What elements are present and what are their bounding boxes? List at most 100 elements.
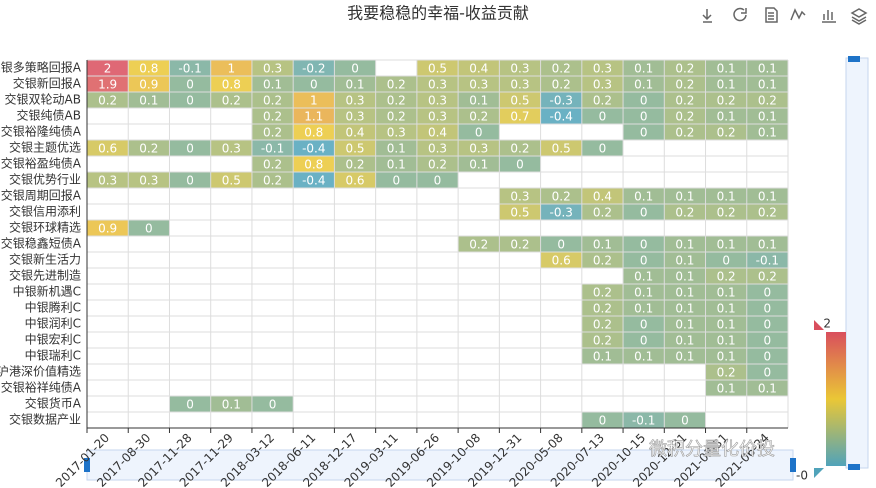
cell-label: 0.3 [593, 62, 612, 76]
y-tick-label: 交银裕盈纯债A [1, 156, 82, 171]
cell-label: 0.1 [717, 334, 736, 348]
cell-label: 0.2 [469, 110, 488, 124]
cell-label: 0.3 [222, 142, 241, 156]
cell-label: 0.5 [552, 142, 571, 156]
visual-map-handle[interactable] [814, 468, 824, 478]
cell-label: 0 [599, 414, 607, 428]
cell-label: 0.6 [552, 254, 571, 268]
heat-cell [705, 284, 747, 300]
heat-cell [251, 124, 294, 140]
cell-label: 0.2 [593, 302, 612, 316]
cell-label: 0.2 [758, 94, 777, 108]
heat-cell [540, 108, 582, 124]
slider-handle[interactable] [848, 464, 860, 470]
cell-label: 0.3 [593, 78, 612, 92]
heat-cell [169, 140, 211, 156]
cell-label: 0.3 [428, 78, 447, 92]
heat-cell [334, 156, 376, 172]
heat-cell [128, 172, 170, 188]
heat-cell [623, 300, 665, 316]
heat-cell [664, 92, 706, 108]
heat-cell [334, 108, 376, 124]
heat-cell [458, 76, 500, 92]
cell-label: 0.2 [263, 174, 282, 188]
visual-map-bar[interactable] [826, 332, 846, 466]
cell-label: 0 [764, 334, 772, 348]
heat-cell [664, 268, 706, 284]
slider-handle[interactable] [790, 458, 796, 472]
heat-cell [705, 204, 747, 220]
cell-label: 0 [764, 318, 772, 332]
heat-cell [499, 188, 541, 204]
y-tick-label: 交银双轮动AB [5, 92, 81, 107]
heat-cell [664, 60, 706, 76]
heat-cell [499, 60, 541, 76]
heat-cell [210, 172, 252, 188]
heat-cell [251, 60, 294, 76]
cell-label: 0.1 [675, 270, 694, 284]
cell-label: 0.9 [139, 78, 158, 92]
heat-cell [251, 140, 294, 156]
cell-label: 0.1 [593, 238, 612, 252]
heat-cell [746, 60, 788, 76]
stack-icon[interactable] [850, 8, 868, 25]
cell-label: 0.1 [675, 238, 694, 252]
heat-cell [458, 60, 500, 76]
y-zoom-slider[interactable] [845, 56, 869, 470]
cell-label: 0.3 [469, 142, 488, 156]
heat-cell [416, 156, 459, 172]
heat-cell [293, 92, 335, 108]
cell-label: -0.1 [178, 62, 201, 76]
slider-track[interactable] [86, 449, 794, 481]
slider-track[interactable] [845, 57, 869, 469]
cell-label: 0.5 [510, 206, 529, 220]
line-icon[interactable] [790, 8, 806, 21]
y-tick-label: 交银环球精选 [9, 220, 81, 235]
heat-cell [293, 140, 335, 156]
heat-cell [664, 252, 706, 268]
cell-label: 0.5 [345, 142, 364, 156]
slider-handle[interactable] [84, 458, 90, 472]
x-zoom-slider[interactable] [84, 449, 796, 481]
cell-label: 0.3 [469, 78, 488, 92]
cell-label: 0.1 [758, 382, 777, 396]
heat-cell [746, 380, 788, 396]
heat-cell [128, 220, 170, 236]
cell-label: 0.5 [428, 62, 447, 76]
cell-label: 0.1 [387, 158, 406, 172]
heat-cell [169, 172, 211, 188]
heat-cell [581, 316, 624, 332]
cell-label: 0.1 [717, 190, 736, 204]
heat-cell [375, 172, 417, 188]
bar-icon[interactable] [822, 10, 836, 23]
heat-cell [293, 60, 335, 76]
cell-label: 0.1 [717, 302, 736, 316]
toolbox[interactable] [702, 7, 868, 25]
heat-cell [416, 108, 459, 124]
y-tick-label: 交银周期回报A [1, 188, 82, 203]
heat-cell [746, 108, 788, 124]
visual-map-handle[interactable] [814, 320, 824, 330]
cell-label: 0 [764, 302, 772, 316]
cell-label: 0.2 [758, 206, 777, 220]
chart-title: 我要稳稳的幸福-收益贡献 [347, 4, 529, 23]
heat-cell [251, 172, 294, 188]
heat-cell [705, 380, 747, 396]
data-view-icon[interactable] [765, 7, 778, 23]
cell-label: 0 [640, 126, 648, 140]
heat-cell [128, 140, 170, 156]
y-tick-label: 沪港深价值精选 [0, 364, 81, 379]
cell-label: 0.1 [634, 190, 653, 204]
slider-handle[interactable] [848, 56, 860, 62]
heat-cell [664, 348, 706, 364]
cell-label: 0.2 [263, 126, 282, 140]
save-icon[interactable] [702, 9, 712, 23]
heat-cell [87, 172, 129, 188]
heat-cell [540, 60, 582, 76]
y-tick-label: 中银润利C [25, 316, 81, 331]
cell-label: 0.2 [387, 94, 406, 108]
cell-label: 0.2 [675, 94, 694, 108]
cell-label: 0 [557, 238, 565, 252]
refresh-icon[interactable] [733, 7, 747, 22]
heat-cell [540, 204, 582, 220]
